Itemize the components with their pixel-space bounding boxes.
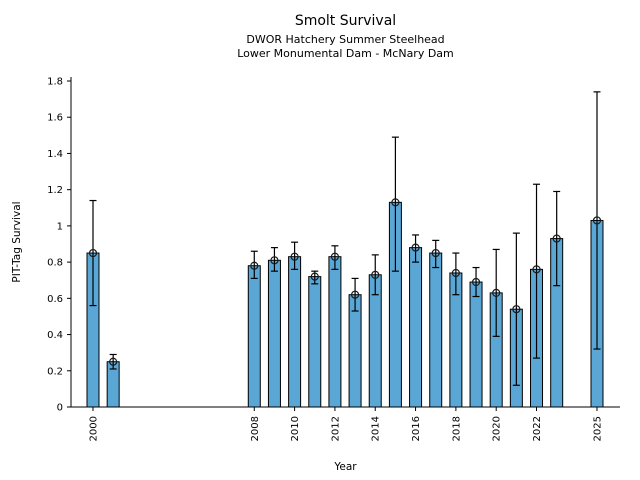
x-tick-label: 2010	[290, 416, 301, 441]
x-tick-label: 2008	[250, 416, 261, 441]
y-tick-label: 0.6	[47, 294, 63, 305]
bar	[429, 252, 443, 408]
point-marker	[109, 357, 118, 366]
x-tick-label: 2018	[451, 416, 462, 441]
chart-subtitle-reach: Lower Monumental Dam - McNary Dam	[237, 47, 454, 60]
y-tick-label: 0	[57, 403, 63, 414]
point-marker	[270, 256, 279, 265]
x-tick-label: 2025	[593, 416, 604, 441]
point-marker	[290, 252, 299, 261]
point-marker	[350, 290, 360, 299]
y-tick-label: 1.4	[47, 149, 63, 160]
x-tick-label: 2012	[330, 416, 341, 441]
point-marker	[492, 288, 501, 297]
point-marker	[88, 248, 98, 258]
point-marker	[411, 243, 420, 252]
x-tick-label: 2022	[532, 416, 543, 441]
point-marker	[471, 277, 481, 287]
chart-subtitle-stock: DWOR Hatchery Summer Steelhead	[246, 33, 445, 46]
x-tick-label: 2020	[492, 416, 503, 441]
y-tick-label: 1.6	[47, 113, 63, 124]
point-marker	[431, 248, 440, 258]
y-tick-label: 1.2	[47, 185, 63, 196]
x-tick-label: 2016	[411, 416, 422, 441]
y-tick-label: 1	[57, 221, 63, 232]
x-axis-label: Year	[334, 461, 357, 473]
y-tick-label: 1.8	[47, 77, 63, 88]
bar	[247, 265, 261, 408]
chart-title: Smolt Survival	[294, 13, 397, 29]
bar	[288, 256, 302, 408]
bar	[267, 259, 281, 408]
point-marker	[250, 261, 259, 270]
bar	[409, 247, 423, 408]
x-tick-label: 2014	[371, 416, 382, 441]
y-axis-label: PIT-Tag Survival	[11, 201, 23, 283]
y-tick-label: 0.2	[47, 366, 63, 377]
point-marker	[532, 265, 541, 274]
point-marker	[371, 270, 380, 279]
point-marker	[552, 234, 561, 243]
point-marker	[391, 198, 400, 207]
point-marker	[512, 305, 521, 314]
y-tick-label: 0.4	[47, 330, 63, 341]
bar	[328, 256, 342, 408]
bar	[469, 281, 483, 408]
y-tick-label: 0.8	[47, 258, 63, 269]
x-tick-label: 2000	[89, 416, 100, 441]
point-marker	[330, 252, 340, 261]
point-marker	[592, 216, 602, 225]
point-marker	[310, 272, 319, 281]
point-marker	[451, 268, 460, 278]
bar	[308, 276, 322, 408]
